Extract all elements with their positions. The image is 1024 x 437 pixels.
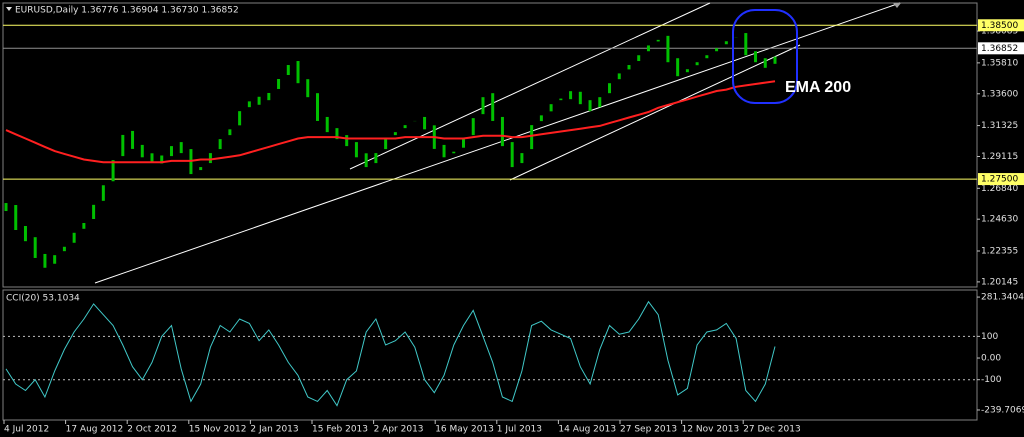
y-tick-label: 1.33600: [981, 89, 1018, 99]
x-tick-label: 27 Sep 2013: [620, 425, 677, 435]
y-tick-label: 100: [981, 332, 998, 342]
y-tick-label: 281.3404: [981, 293, 1024, 303]
level-label: 1.38500: [981, 21, 1018, 31]
y-tick-label: 1.24630: [981, 215, 1018, 225]
x-tick-label: 12 Nov 2013: [682, 425, 740, 435]
x-tick-label: 1 Jul 2013: [497, 425, 542, 435]
y-tick-label: 1.26840: [981, 184, 1018, 194]
y-tick-label: 1.20145: [981, 277, 1018, 287]
y-tick-label: 1.38085: [981, 27, 1018, 37]
last-price-box: [978, 42, 1024, 55]
last-price-label: 1.36852: [981, 44, 1018, 54]
x-tick-label: 2 Jan 2013: [250, 425, 298, 435]
channel-lower: [509, 44, 801, 181]
x-tick-label: 17 Aug 2012: [66, 425, 124, 435]
marker: [893, 3, 901, 8]
x-tick-label: 2 Oct 2012: [127, 425, 177, 435]
y-tick-label: 0.00: [981, 354, 1001, 364]
x-tick-label: 4 Jul 2012: [4, 425, 49, 435]
x-tick-label: 27 Dec 2013: [743, 425, 801, 435]
cci-line: [5, 300, 776, 407]
y-tick-label: -100: [981, 375, 1002, 385]
price-panel: [2, 2, 978, 288]
y-tick-label: 1.29115: [981, 152, 1018, 162]
x-tick-label: 15 Nov 2012: [189, 425, 247, 435]
x-tick-label: 14 Aug 2013: [558, 425, 616, 435]
cci-panel: [2, 289, 978, 421]
x-tick-label: 15 Feb 2013: [312, 425, 368, 435]
y-tick-label: 1.35810: [981, 58, 1018, 68]
highlight-circle: [732, 9, 798, 104]
menu-arrow: [6, 7, 12, 11]
level-label: 1.27500: [981, 175, 1018, 185]
level-box: [978, 19, 1024, 32]
trend-line: [94, 2, 901, 284]
y-tick-label: 1.31325: [981, 121, 1018, 131]
annotation: EMA 200: [785, 79, 851, 96]
level-box: [978, 173, 1024, 186]
x-tick-label: 16 May 2013: [435, 425, 494, 435]
chart-title: EURUSD,Daily 1.36776 1.36904 1.36730 1.3…: [15, 6, 239, 16]
ema-line: [5, 80, 776, 164]
indicator-title: CCI(20) 53.1034: [6, 294, 80, 304]
x-tick-label: 2 Apr 2013: [374, 425, 424, 435]
y-tick-label: -239.7069: [981, 405, 1024, 415]
y-tick-label: 1.22355: [981, 246, 1018, 256]
channel-upper: [349, 2, 711, 170]
